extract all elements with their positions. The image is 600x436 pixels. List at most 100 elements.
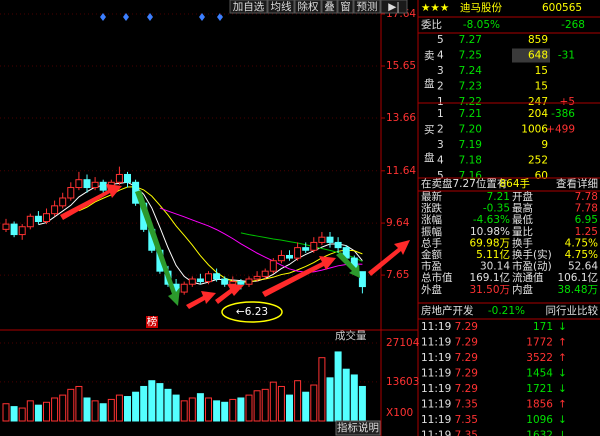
volume-bar [156,383,164,422]
low-highlight [221,301,283,323]
panel-text: 15 [535,81,548,93]
candle-body [318,236,326,243]
panel-text: 11:19 [421,337,451,349]
panel-text: 迪马股份 [460,2,502,14]
candle-body [310,241,318,251]
toolbar-button[interactable]: 预测 [357,0,378,13]
volume-bar [115,394,123,422]
candle-body [261,270,269,277]
panel-text: -386 [551,108,575,120]
volume-bar [75,385,83,422]
candle-body [196,278,204,283]
panel-text: 38.48万 [557,284,598,296]
volume-bar [302,391,310,422]
candle-body [34,215,42,223]
panel-text: 1721 [526,383,553,395]
panel-text: 3522 [526,352,553,364]
panel-text: 最高 [512,202,533,215]
indicator-btn[interactable]: 指标说明 [337,421,379,434]
event-markers [100,13,223,21]
volume-bar [2,403,10,422]
panel-text: 7.35 [455,414,478,426]
toolbar-button[interactable]: 均线 [271,0,292,13]
volume-bar [140,385,148,422]
panel-text: 30.14 [480,261,510,273]
panel-text: 金额 [421,248,442,261]
panel-text: 买 [424,124,435,136]
panel-text: ↓ [558,414,567,426]
panel-text: 1454 [526,368,553,380]
candle-body [10,223,18,236]
candle-body [294,247,302,259]
panel-text: 7.24 [459,65,483,77]
candle-body [277,254,285,262]
toolbar-button-bg[interactable] [294,0,322,14]
panel-text: 6.95 [575,214,598,226]
toolbar-button[interactable]: 加自选 [233,0,265,13]
panel-text: 4 [437,50,444,62]
panel-text: 振幅 [421,225,442,238]
panel-text: 同行业比较 [546,304,599,317]
volume-bar [188,397,196,422]
volume-bar [326,377,334,422]
y-tick-label: 9.64 [386,217,410,229]
indicator-btn-bg[interactable] [335,420,381,436]
panel-text: 7.35 [455,399,478,411]
panel-text: ↓ [558,368,567,380]
panel-text: 4.75% [565,237,598,249]
volume-bar [310,384,318,422]
panel-text: 864手 [499,177,530,190]
toolbar-button-bg[interactable] [337,0,354,14]
panel-text: 7.29 [455,368,478,380]
volume-bar [43,401,50,422]
panel-text: ↑ [558,337,567,349]
vol-tick-label: 27104 [386,337,420,349]
candle-body [124,173,131,183]
toolbar-button-bg[interactable] [267,0,295,14]
toolbar-button-bg[interactable] [380,0,408,14]
panel-text: ↓ [558,383,567,395]
candle-body [83,179,91,189]
toolbar-button-bg[interactable] [353,0,381,14]
panel-text: 市盈(动) [512,260,552,273]
toolbar-button[interactable]: 除权 [298,0,319,13]
vol-tick-label: 13603 [386,376,419,388]
volume-bar [51,397,59,422]
panel-text: 52.64 [568,261,598,273]
badge: 榜 [147,315,158,328]
toolbar-button-bg[interactable] [229,0,268,14]
panel-text: +5 [560,96,575,108]
toolbar-button[interactable]: 叠 [324,1,335,13]
candle-body [237,281,245,285]
panel-text: 2 [437,124,444,136]
panel-text: 3 [437,139,444,151]
panel-text: ↓ [558,430,567,436]
volume-bar [286,394,293,422]
panel-text: 11:19 [421,399,451,411]
panel-text: 在卖盘7.27位置有 [421,177,507,190]
panel-text: 总市值 [421,271,453,284]
volume-bar [269,381,277,422]
toolbar-button[interactable]: ▶| [388,1,400,13]
volume-bar [358,385,366,422]
panel-text: 169.1亿 [469,271,510,284]
panel-text: 7.22 [459,96,482,108]
panel-text: 盘 [424,77,435,90]
volume-bar [26,400,34,422]
y-tick-label: 11.64 [386,165,416,177]
candle-body [358,271,366,288]
panel-text: 换手(实) [512,248,552,261]
panel-text: ↑ [558,352,567,364]
panel-text: 7.23 [459,81,482,93]
panel-text: 流通值 [512,271,544,284]
panel-text: 7.35 [455,430,478,436]
volume-bar [34,404,42,422]
panel-text: 涨幅 [421,213,442,226]
toolbar-button[interactable]: 窗 [340,0,351,13]
toolbar-button-bg[interactable] [321,0,338,14]
panel-text: 171 [533,321,553,333]
panel-text: -8.05% [463,19,500,31]
volume-bar [221,401,229,422]
vol-unit: X100 [386,407,413,419]
